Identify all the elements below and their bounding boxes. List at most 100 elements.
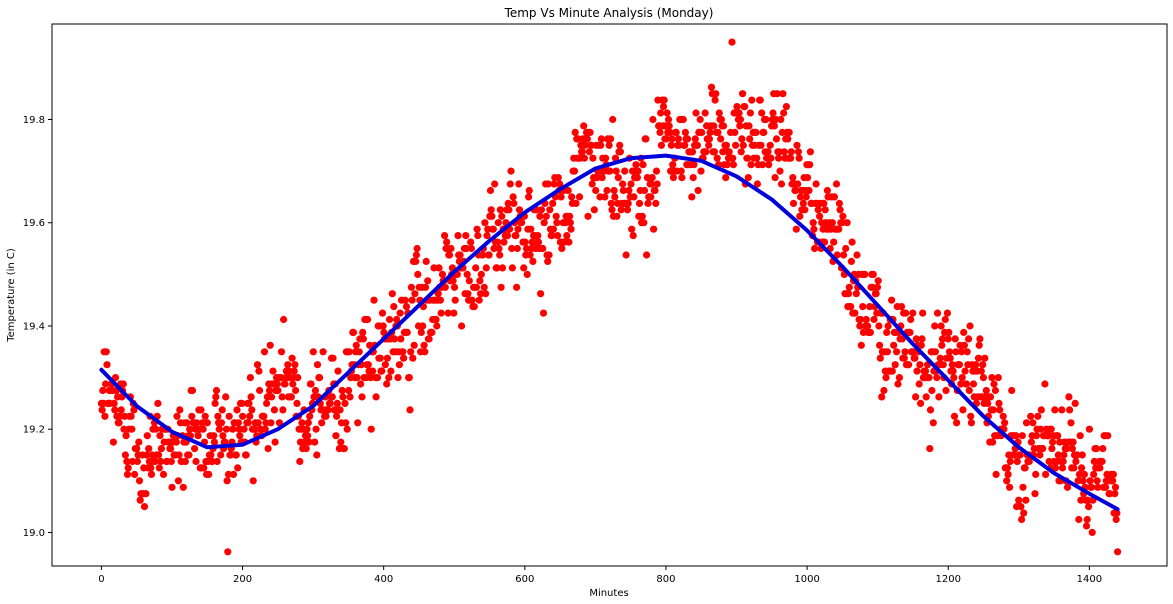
data-point <box>509 193 517 201</box>
data-point <box>912 335 920 343</box>
data-point <box>812 180 820 188</box>
data-point <box>450 309 458 317</box>
data-point <box>1082 522 1091 530</box>
data-point <box>456 251 464 259</box>
data-point <box>635 199 644 207</box>
data-point <box>830 193 839 201</box>
data-point <box>715 109 723 117</box>
data-point <box>328 393 336 401</box>
data-point <box>215 425 223 433</box>
data-point <box>714 128 722 136</box>
data-point <box>929 419 937 427</box>
data-point <box>694 186 702 195</box>
data-point <box>322 412 330 420</box>
data-point <box>784 135 792 143</box>
data-point <box>584 212 592 220</box>
data-point <box>847 303 855 311</box>
data-point <box>1017 503 1025 511</box>
data-point <box>1078 451 1086 459</box>
data-point <box>965 386 973 395</box>
data-point <box>928 386 936 395</box>
data-point <box>619 180 627 188</box>
data-point <box>657 141 666 149</box>
data-point <box>402 303 411 311</box>
data-point <box>405 374 413 382</box>
data-point <box>261 425 269 433</box>
data-point <box>907 315 915 324</box>
data-point <box>312 425 320 433</box>
data-point <box>592 186 600 195</box>
data-point <box>567 225 575 233</box>
data-point <box>1111 483 1120 491</box>
data-point <box>640 186 649 195</box>
data-point <box>986 393 995 401</box>
data-point <box>378 367 386 375</box>
data-point <box>974 354 983 362</box>
data-point <box>801 206 809 214</box>
data-point <box>969 380 978 388</box>
data-point <box>245 399 253 407</box>
data-point <box>976 335 984 343</box>
data-point <box>780 109 788 117</box>
data-point <box>203 419 211 427</box>
data-point <box>663 109 671 117</box>
data-point <box>111 374 120 382</box>
data-point <box>135 477 144 485</box>
data-point <box>419 322 427 330</box>
data-point <box>712 90 720 98</box>
data-point <box>537 290 545 298</box>
data-point <box>843 219 851 227</box>
data-point <box>876 341 884 349</box>
data-point <box>556 180 564 188</box>
data-point <box>967 412 975 420</box>
data-point <box>117 406 125 414</box>
data-point <box>821 206 829 214</box>
data-point <box>128 425 136 433</box>
data-point <box>369 367 377 375</box>
data-point <box>621 167 629 175</box>
data-point <box>123 457 131 466</box>
data-point <box>1080 470 1088 478</box>
data-point <box>558 244 566 253</box>
data-point <box>433 322 441 330</box>
data-point <box>938 335 947 343</box>
data-point <box>135 438 143 446</box>
data-point <box>1015 496 1023 504</box>
data-point <box>711 96 719 104</box>
data-point <box>557 193 565 201</box>
data-point <box>705 141 713 149</box>
data-point <box>168 483 176 491</box>
data-point <box>464 290 472 298</box>
data-point <box>995 399 1003 407</box>
data-point <box>147 470 156 478</box>
data-point <box>926 406 935 414</box>
data-point <box>982 386 990 395</box>
data-point <box>681 128 690 136</box>
data-point <box>489 225 497 233</box>
data-point <box>225 412 233 420</box>
data-point <box>962 380 971 388</box>
x-tick-label: 1000 <box>794 574 819 585</box>
data-point <box>269 367 277 375</box>
data-point <box>462 232 470 240</box>
data-point <box>873 283 882 291</box>
data-point <box>828 219 836 227</box>
data-point <box>124 464 132 472</box>
data-point <box>1113 509 1121 517</box>
data-point <box>306 412 314 420</box>
data-point <box>944 335 952 343</box>
data-point <box>629 232 637 240</box>
data-point <box>674 135 683 143</box>
y-axis-label: Temperature (in C) <box>6 248 17 343</box>
data-point <box>766 141 774 149</box>
data-point <box>946 354 954 362</box>
data-point <box>1060 451 1068 459</box>
data-point <box>958 374 966 382</box>
data-point <box>500 238 508 246</box>
data-point <box>1037 406 1045 414</box>
data-point <box>477 290 485 298</box>
data-point <box>167 445 175 453</box>
data-point <box>732 141 740 149</box>
data-point <box>481 219 489 227</box>
